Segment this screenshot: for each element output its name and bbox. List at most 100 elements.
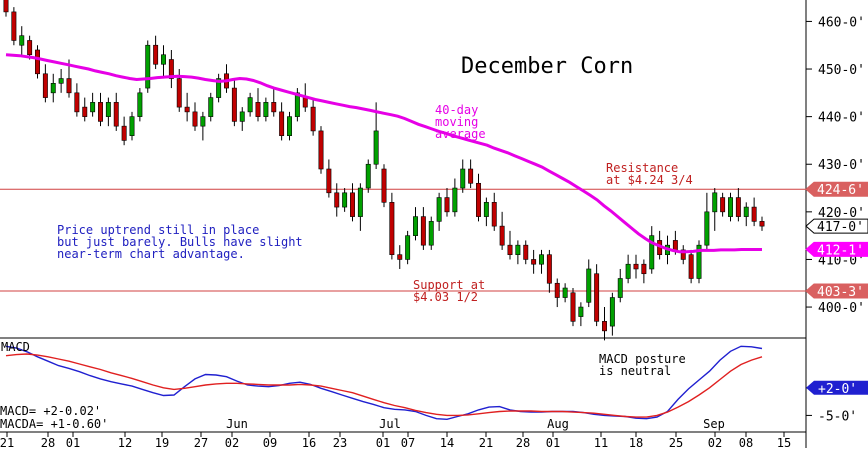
candle: [350, 183, 355, 222]
price-axis-label: 420-0': [818, 206, 865, 221]
ma-label-line2: moving: [435, 115, 478, 129]
candle: [688, 249, 694, 284]
candle: [602, 307, 607, 341]
candle: [365, 159, 371, 193]
support-label-line2: $4.03 1/2: [413, 290, 478, 304]
ma-label-line1: 40-day: [435, 103, 478, 117]
x-axis-day-label: 28: [41, 436, 55, 448]
candle: [161, 45, 166, 79]
x-axis-day-label: 16: [302, 436, 316, 448]
x-axis-day-label: 08: [739, 436, 753, 448]
price-tag-label: 424-6': [817, 183, 864, 198]
candle: [476, 173, 481, 222]
macd-readout: MACD= +2-0.02': [0, 404, 101, 418]
candle: [27, 35, 33, 60]
macda-readout: MACDA= +1-0.60': [0, 417, 108, 431]
x-axis-month-label: Sep: [703, 417, 725, 431]
candle: [184, 92, 190, 122]
candle: [74, 83, 80, 117]
candle: [98, 92, 103, 127]
x-axis-month-label: Jul: [379, 417, 401, 431]
ma-label-line3: average: [435, 127, 486, 141]
candle: [42, 64, 48, 103]
candle: [578, 302, 584, 327]
candle: [168, 49, 174, 89]
price-axis-label: 430-0': [818, 158, 865, 173]
x-axis-day-label: 25: [669, 436, 683, 448]
candle: [507, 230, 513, 260]
x-axis-day-label: 01: [376, 436, 390, 448]
x-axis-day-label: 21: [0, 436, 14, 448]
x-axis-day-label: 02: [708, 436, 722, 448]
candle: [704, 192, 710, 250]
candle: [483, 197, 489, 227]
x-axis-day-label: 01: [66, 436, 80, 448]
candle: [562, 283, 568, 303]
candle: [413, 207, 418, 241]
macd-title: MACD: [1, 340, 30, 354]
candle: [515, 240, 521, 265]
candle: [539, 249, 544, 274]
candle: [633, 254, 639, 279]
candle: [759, 216, 765, 231]
candle: [523, 240, 529, 265]
candle: [58, 69, 64, 93]
price-axis-label: 460-0': [818, 15, 865, 30]
candle: [105, 97, 111, 127]
candle: [153, 35, 159, 70]
support-label-line1: Support at: [413, 278, 485, 292]
candle: [712, 188, 718, 231]
macd-axis-label: +2-0': [818, 382, 857, 397]
x-axis-day-label: 23: [333, 436, 347, 448]
x-axis-day-label: 09: [263, 436, 277, 448]
price-tag-label: 403-3': [817, 285, 864, 300]
x-axis-day-label: 19: [155, 436, 169, 448]
candle: [357, 183, 363, 231]
candle: [570, 288, 576, 327]
candle: [263, 97, 269, 122]
x-axis-day-label: 27: [194, 436, 208, 448]
price-tag: 403-3': [805, 283, 868, 300]
price-axis-label: 440-0': [818, 111, 865, 126]
macd-note-line2: is neutral: [599, 364, 671, 378]
candle: [247, 92, 253, 117]
moving-average-line: [5, 53, 762, 254]
candle: [499, 211, 505, 250]
candle: [586, 259, 592, 308]
candle: [279, 102, 285, 141]
candle: [287, 111, 292, 141]
candle: [3, 0, 9, 17]
candle: [145, 40, 151, 93]
candle: [452, 178, 458, 217]
price-tag: 412-1': [805, 241, 868, 258]
candle: [389, 192, 395, 260]
candle: [728, 192, 733, 222]
candle: [696, 240, 702, 284]
candle: [113, 92, 119, 131]
candle: [649, 226, 655, 274]
candle: [436, 192, 442, 231]
candle: [720, 192, 726, 217]
candle: [35, 45, 40, 79]
candle: [200, 111, 206, 141]
candle: [735, 188, 741, 222]
x-axis-day-label: 18: [629, 436, 643, 448]
x-axis-day-label: 15: [777, 436, 791, 448]
candle: [531, 249, 537, 274]
candle: [743, 202, 749, 227]
price-tag: 417-0': [805, 218, 868, 235]
chart-title: December Corn: [461, 54, 633, 79]
candle: [129, 111, 135, 141]
candle: [326, 159, 332, 198]
x-axis-day-label: 21: [479, 436, 493, 448]
candle: [751, 197, 757, 227]
x-axis-month-label: Aug: [547, 417, 569, 431]
candle: [208, 92, 214, 122]
price-axis-label: 400-0': [818, 301, 865, 316]
candle: [255, 88, 261, 122]
commentary-line3: near-term chart advantage.: [57, 247, 245, 261]
x-axis-day-label: 12: [118, 436, 132, 448]
candle: [617, 268, 623, 303]
candle: [381, 164, 387, 208]
